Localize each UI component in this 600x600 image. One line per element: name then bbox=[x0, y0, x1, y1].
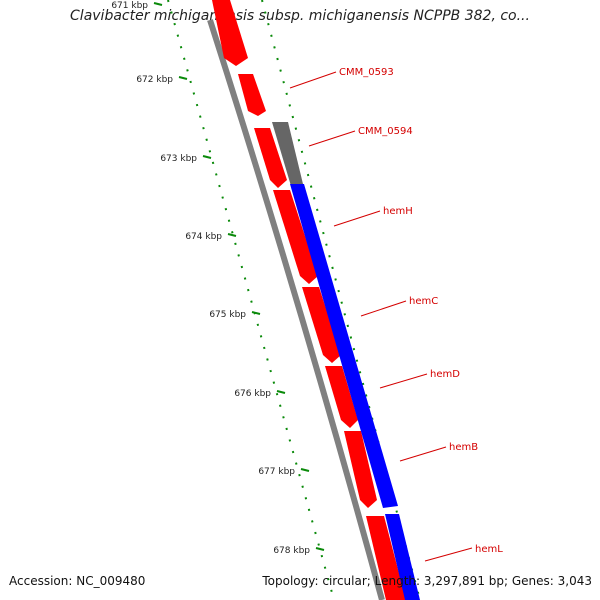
gene-label-leader bbox=[379, 373, 428, 389]
gene-feature[interactable] bbox=[302, 287, 341, 363]
gene-label-hemb[interactable]: hemB bbox=[449, 442, 478, 453]
gene-label-cmm-0593[interactable]: CMM_0593 bbox=[339, 67, 394, 78]
major-tick bbox=[251, 311, 261, 315]
gene-feature[interactable] bbox=[366, 516, 406, 600]
scale-tick-label: 675 kbp bbox=[209, 310, 246, 320]
major-tick bbox=[178, 76, 188, 80]
gene-label-hemh[interactable]: hemH bbox=[383, 206, 413, 217]
scale-tick-label: 676 kbp bbox=[234, 389, 271, 399]
gene-label-hemd[interactable]: hemD bbox=[430, 369, 460, 380]
gene-label-leader bbox=[289, 71, 337, 89]
gene-label-leader bbox=[424, 547, 473, 562]
gene-feature[interactable] bbox=[344, 431, 377, 508]
scale-tick-label: 677 kbp bbox=[258, 467, 295, 477]
gene-labels: CMM_0593 CMM_0594 hemH hemC hemD hemB hemL bbox=[289, 67, 503, 562]
major-tick bbox=[315, 547, 325, 551]
gene-feature[interactable] bbox=[273, 190, 318, 284]
gene-label-leader bbox=[399, 446, 447, 462]
major-tick bbox=[276, 390, 286, 394]
gene-feature-hemh[interactable] bbox=[290, 184, 398, 508]
scale-tick-label: 673 kbp bbox=[160, 154, 197, 164]
map-title: Clavibacter michiganensis subsp. michiga… bbox=[70, 8, 530, 24]
gene-label-leader bbox=[360, 300, 407, 317]
gene-label-leader bbox=[333, 210, 381, 227]
gene-features bbox=[207, 0, 420, 600]
major-tick bbox=[227, 233, 237, 237]
major-tick bbox=[300, 468, 310, 472]
major-tick bbox=[153, 2, 163, 6]
gene-feature[interactable] bbox=[254, 128, 287, 188]
scale-ticks: 671 kbp 672 kbp 673 kbp 674 kbp 675 kbp 676 k… bbox=[111, 0, 421, 600]
gene-label-cmm-0594[interactable]: CMM_0594 bbox=[358, 126, 413, 137]
accession-text: Accession: NC_009480 bbox=[9, 574, 146, 588]
gene-label-hemc[interactable]: hemC bbox=[409, 296, 438, 307]
backbone-line bbox=[207, 19, 385, 600]
gene-feature[interactable] bbox=[385, 514, 420, 600]
gene-label-leader bbox=[308, 130, 356, 147]
minor-ticks-right bbox=[261, 0, 421, 600]
scale-tick-label: 674 kbp bbox=[185, 232, 222, 242]
gene-feature[interactable] bbox=[325, 366, 358, 428]
scale-tick-label: 671 kbp bbox=[111, 1, 148, 11]
gene-feature[interactable] bbox=[212, 0, 248, 66]
gene-label-heml[interactable]: hemL bbox=[475, 544, 503, 555]
scale-tick-label: 672 kbp bbox=[136, 75, 173, 85]
major-tick bbox=[202, 155, 212, 159]
scale-tick-label: 678 kbp bbox=[273, 546, 310, 556]
gene-feature[interactable] bbox=[238, 74, 266, 116]
gene-feature-cmm0594[interactable] bbox=[272, 122, 303, 186]
genome-stats-text: Topology: circular; Length: 3,297,891 bp… bbox=[262, 574, 592, 588]
